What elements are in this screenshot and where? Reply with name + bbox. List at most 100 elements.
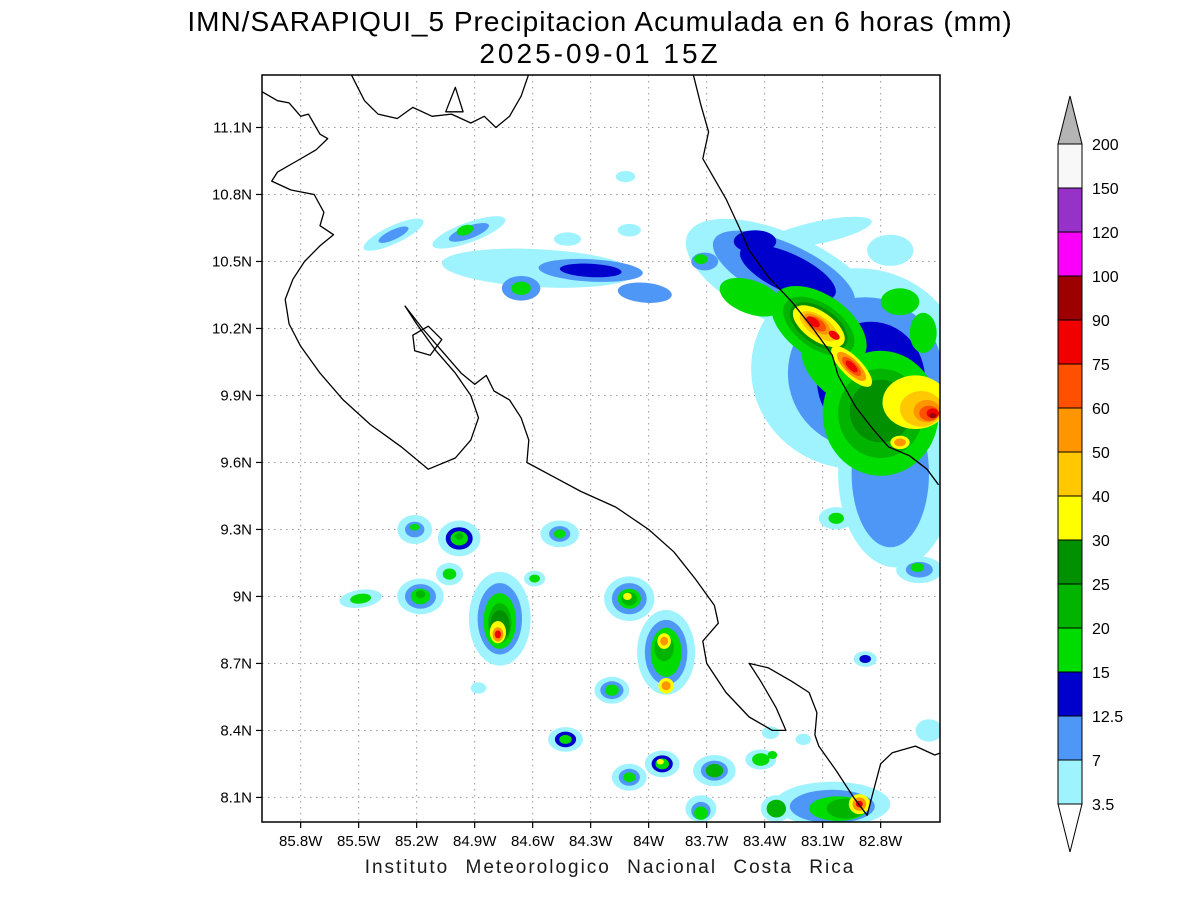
colorbar-segment <box>1057 275 1083 321</box>
lat-tick-label: 9N <box>233 588 252 605</box>
colorbar-segment <box>1057 451 1083 497</box>
precip-cell-L3 <box>559 263 622 278</box>
precip-cell-L5 <box>705 763 724 778</box>
coastline-lake-nicaragua-shore <box>350 75 530 129</box>
precip-cell-L4 <box>719 277 783 317</box>
precip-cell-L4 <box>910 562 925 572</box>
lon-tick-label: 83.4W <box>743 833 787 850</box>
precip-cell-L9 <box>661 681 671 691</box>
lat-tick-label: 8.1N <box>220 789 252 806</box>
colorbar-label: 50 <box>1092 445 1110 462</box>
precip-cell-L5 <box>454 532 464 540</box>
precip-cell-L1 <box>615 171 636 183</box>
lat-tick-label: 10.8N <box>212 187 252 204</box>
lat-tick-label: 9.9N <box>220 388 252 405</box>
precip-cell-L4 <box>767 751 778 759</box>
institution-caption: Instituto Meteorologico Nacional Costa R… <box>364 857 856 878</box>
lat-tick-label: 10.5N <box>212 254 252 271</box>
colorbar-label: 75 <box>1092 357 1110 374</box>
lat-tick-label: 10.2N <box>212 321 252 338</box>
precip-cell-L1 <box>915 719 940 742</box>
precip-cell-L7 <box>623 592 632 601</box>
colorbar-label: 120 <box>1092 225 1119 242</box>
colorbar <box>1057 95 1083 853</box>
page-subtitle-datetime: 2025-09-01 15Z <box>479 38 721 69</box>
coastline <box>262 75 940 816</box>
precip-cell-L5 <box>766 799 786 818</box>
lon-tick-label: 84W <box>633 833 665 850</box>
colorbar-label: 12.5 <box>1092 709 1123 726</box>
precip-cell-L4 <box>694 806 708 820</box>
precip-cell-L2 <box>617 282 672 303</box>
precip-cell-L9 <box>894 438 906 447</box>
colorbar-segment <box>1057 143 1083 189</box>
colorbar-segment <box>1057 187 1083 233</box>
page-title: IMN/SARAPIQUI_5 Precipitacion Acumulada … <box>187 6 1013 37</box>
lat-axis-labels: 11.1N 10.8N 10.5N 10.2N 9.9N 9.6N 9.3N 9N 8.7N 8.… <box>212 120 252 807</box>
lon-axis-labels: 85.8W 85.5W 85.2W 84.9W 84.6W 84.3W 84W 83.7W 83… <box>279 833 903 850</box>
colorbar-label: 150 <box>1092 181 1119 198</box>
precip-cell-L7 <box>656 759 664 765</box>
precip-cells <box>339 171 940 822</box>
precip-cell-L3 <box>733 230 777 253</box>
precip-cell-L1 <box>867 234 914 266</box>
precip-cell-L2 <box>378 226 409 243</box>
lon-tick-label: 85.5W <box>337 833 381 850</box>
precip-cell-L4 <box>880 288 920 316</box>
colorbar-label: 60 <box>1092 401 1110 418</box>
lon-tick-label: 83.1W <box>801 833 845 850</box>
lon-tick-label: 82.8W <box>859 833 903 850</box>
colorbar-label: 100 <box>1092 269 1119 286</box>
lon-tick-label: 85.2W <box>395 833 439 850</box>
colorbar-arrow-bottom <box>1057 803 1083 853</box>
precip-cell-L1 <box>761 726 780 739</box>
colorbar-label: 20 <box>1092 621 1110 638</box>
lon-tick-label: 84.3W <box>569 833 613 850</box>
coastline-lake-island <box>445 86 464 113</box>
precip-cell-L3 <box>859 655 871 663</box>
precip-cell-L4 <box>529 574 540 583</box>
precip-cell-L4 <box>605 684 619 696</box>
lat-tick-label: 11.1N <box>213 120 252 137</box>
precip-cell-L11 <box>828 330 840 340</box>
precip-cell-L4 <box>350 593 372 604</box>
colorbar-segment <box>1057 319 1083 365</box>
colorbar-segment <box>1057 231 1083 277</box>
colorbar-label: 90 <box>1092 313 1110 330</box>
precip-cell-L12 <box>929 412 937 419</box>
precip-cell-L4 <box>409 523 420 531</box>
colorbar-segment <box>1057 407 1083 453</box>
precip-cell-L4 <box>623 772 636 783</box>
precip-cell-L4 <box>752 753 770 766</box>
colorbar-label: 40 <box>1092 489 1110 506</box>
axis-ticks <box>256 126 882 828</box>
precip-cell-L4 <box>694 254 708 265</box>
colorbar-labels: 200 150 120 100 90 75 60 50 40 30 25 20 15 12.5 7 3.5 <box>1092 137 1123 814</box>
lat-tick-label: 8.4N <box>220 722 252 739</box>
lon-tick-label: 85.8W <box>279 833 323 850</box>
precip-cell-L1 <box>617 223 641 237</box>
colorbar-label: 15 <box>1092 665 1110 682</box>
colorbar-label: 7 <box>1092 753 1101 770</box>
colorbar-segment <box>1057 583 1083 629</box>
precip-cell-L4 <box>909 312 937 353</box>
precip-cell-L5 <box>415 590 426 599</box>
precip-cell-L1 <box>470 682 487 694</box>
coastline-chira-island <box>412 325 443 356</box>
coastline-caribbean-coast <box>692 75 940 486</box>
colorbar-label: 3.5 <box>1092 797 1114 814</box>
precip-cell-L1 <box>795 733 811 746</box>
precip-cell-L4 <box>511 281 531 295</box>
colorbar-segment <box>1057 671 1083 717</box>
colorbar-segment <box>1057 627 1083 673</box>
lon-tick-label: 84.6W <box>511 833 555 850</box>
map-frame <box>261 74 941 823</box>
colorbar-segment <box>1057 539 1083 585</box>
lat-tick-label: 9.3N <box>220 522 252 539</box>
precip-cell-L4 <box>553 529 566 539</box>
colorbar-arrow-top <box>1057 95 1083 145</box>
lon-tick-label: 83.7W <box>685 833 729 850</box>
lat-tick-label: 9.6N <box>220 455 252 472</box>
